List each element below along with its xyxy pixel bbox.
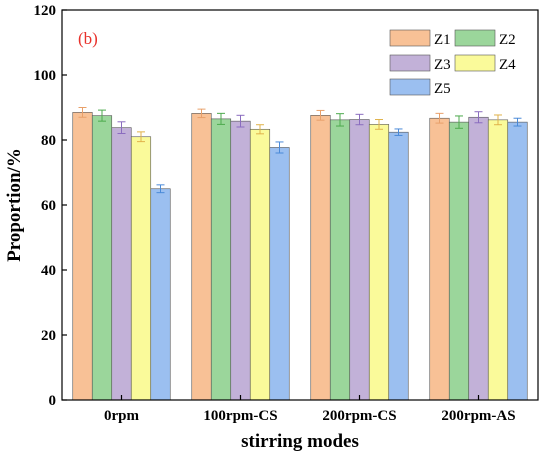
y-tick-label: 20 [41, 328, 56, 344]
bar-z2-2 [329, 119, 351, 401]
bar-z1-1 [191, 113, 212, 401]
error-bar-z2-3 [455, 115, 463, 129]
legend-label: Z2 [499, 32, 516, 48]
legend-swatch [454, 54, 496, 72]
error-bar-z1-2 [316, 109, 325, 121]
y-tick-label: 40 [41, 263, 56, 279]
legend-swatch [389, 78, 431, 96]
bar-z3-1 [230, 120, 251, 401]
y-axis-ticks: 0 20 40 60 80 100 120 [34, 3, 67, 409]
legend-label: Z5 [434, 81, 451, 97]
error-bar-z4-0 [137, 131, 145, 143]
x-tick-label: 200rpm-CS [322, 408, 396, 424]
bar-z5-0 [150, 188, 171, 401]
bar-z5-1 [269, 147, 290, 401]
error-bar-z1-1 [197, 108, 206, 119]
error-bar-z5-3 [513, 117, 522, 127]
legend-label: Z1 [434, 32, 451, 48]
error-bar-z5-0 [156, 184, 165, 194]
bar-z5-2 [388, 131, 409, 401]
plot-frame [61, 9, 539, 401]
legend: Z1 Z2 Z3 Z4 Z5 [389, 29, 516, 97]
legend-item-z5: Z5 [389, 78, 451, 97]
x-tick-label: 100rpm-CS [203, 408, 277, 424]
error-bar-z5-1 [275, 141, 284, 154]
bar-z1-3 [429, 117, 450, 401]
bar-z2-3 [448, 121, 470, 401]
bar-z4-3 [487, 119, 509, 401]
error-bar-z5-2 [394, 128, 403, 136]
y-tick-label: 100 [34, 68, 57, 84]
x-axis-ticks: 0rpm 100rpm-CS 200rpm-CS 200rpm-AS [104, 395, 516, 424]
y-tick-label: 80 [41, 133, 56, 149]
bar-z4-2 [368, 124, 390, 401]
legend-swatch [454, 29, 496, 47]
legend-label: Z4 [499, 57, 516, 73]
error-bar-z4-3 [494, 114, 502, 126]
x-axis-title: stirring modes [241, 431, 359, 452]
bar-z1-2 [310, 115, 331, 401]
panel-label: (b) [78, 29, 98, 48]
error-bar-z3-3 [474, 111, 483, 124]
bars-group [72, 107, 528, 401]
x-tick-label: 0rpm [104, 408, 140, 424]
legend-item-z2: Z2 [454, 29, 516, 48]
error-bar-z3-2 [355, 113, 364, 126]
y-axis-title: Proportion/% [4, 148, 25, 262]
error-bar-z2-1 [217, 112, 225, 125]
error-bar-z2-0 [98, 109, 106, 122]
error-bar-z2-2 [336, 113, 344, 127]
legend-swatch [389, 29, 431, 47]
bar-z4-1 [249, 128, 271, 401]
legend-item-z4: Z4 [454, 54, 516, 73]
y-tick-label: 120 [34, 3, 57, 19]
bar-z1-0 [72, 112, 93, 401]
error-bar-z4-2 [375, 119, 383, 130]
error-bar-z1-0 [78, 107, 87, 118]
bar-z3-2 [349, 119, 370, 401]
bar-z5-3 [507, 121, 528, 401]
bar-z2-1 [210, 118, 232, 401]
bar-z3-3 [468, 116, 489, 401]
legend-item-z3: Z3 [389, 54, 451, 73]
error-bar-z3-0 [117, 121, 126, 134]
bar-z2-0 [91, 115, 113, 401]
y-tick-label: 60 [41, 198, 56, 214]
bar-z3-0 [111, 127, 132, 401]
error-bar-z1-3 [435, 112, 444, 124]
legend-swatch [389, 54, 431, 72]
x-tick-label: 200rpm-AS [441, 408, 515, 424]
y-tick-label: 0 [49, 393, 57, 409]
error-bar-z4-1 [256, 124, 264, 135]
legend-label: Z3 [434, 57, 451, 73]
error-bar-z3-1 [236, 114, 245, 128]
legend-item-z1: Z1 [389, 29, 451, 48]
bar-z4-0 [130, 136, 152, 401]
